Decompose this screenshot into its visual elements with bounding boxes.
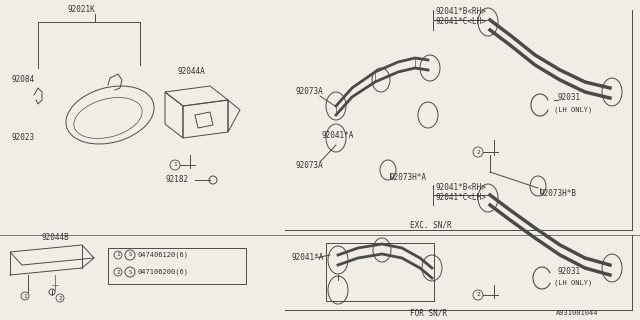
Text: EXC. SN/R: EXC. SN/R: [410, 220, 452, 229]
Text: 1: 1: [173, 163, 177, 167]
Text: 1: 1: [116, 252, 120, 258]
Text: 92031: 92031: [558, 268, 581, 276]
Text: 92073A: 92073A: [296, 161, 324, 170]
Text: 2: 2: [476, 292, 480, 298]
Text: 92023: 92023: [12, 133, 35, 142]
Text: 92041*C<LH>: 92041*C<LH>: [436, 194, 487, 203]
Bar: [326, 243, 434, 301]
Text: 1: 1: [23, 293, 27, 299]
Text: 92073H*B: 92073H*B: [540, 188, 577, 197]
Text: (LH ONLY): (LH ONLY): [554, 107, 592, 113]
Text: 92041*A: 92041*A: [292, 253, 324, 262]
Text: 92021K: 92021K: [68, 5, 96, 14]
Text: 92073A: 92073A: [296, 87, 324, 97]
Text: S: S: [128, 252, 132, 258]
Text: FOR SN/R: FOR SN/R: [410, 308, 447, 317]
Text: 2: 2: [476, 149, 480, 155]
Text: 2: 2: [116, 269, 120, 275]
Text: 92073H*A: 92073H*A: [390, 173, 427, 182]
Text: A931001044: A931001044: [556, 310, 598, 316]
Text: 92182: 92182: [165, 175, 188, 185]
Text: 047406120(6): 047406120(6): [137, 252, 188, 258]
Text: 92044B: 92044B: [42, 234, 70, 243]
Text: 2: 2: [58, 295, 62, 300]
Text: (LH ONLY): (LH ONLY): [554, 280, 592, 286]
Text: 92041*C<LH>: 92041*C<LH>: [436, 18, 487, 27]
Text: S: S: [128, 269, 132, 275]
Text: 047106200(6): 047106200(6): [137, 269, 188, 275]
Text: 92041*B<RH>: 92041*B<RH>: [436, 7, 487, 17]
Text: 92044A: 92044A: [178, 68, 205, 76]
Text: 92031: 92031: [558, 93, 581, 102]
Text: 92041*B<RH>: 92041*B<RH>: [436, 183, 487, 193]
Text: 92084: 92084: [12, 76, 35, 84]
Bar: [108, 248, 246, 284]
Text: 92041*A: 92041*A: [322, 131, 355, 140]
